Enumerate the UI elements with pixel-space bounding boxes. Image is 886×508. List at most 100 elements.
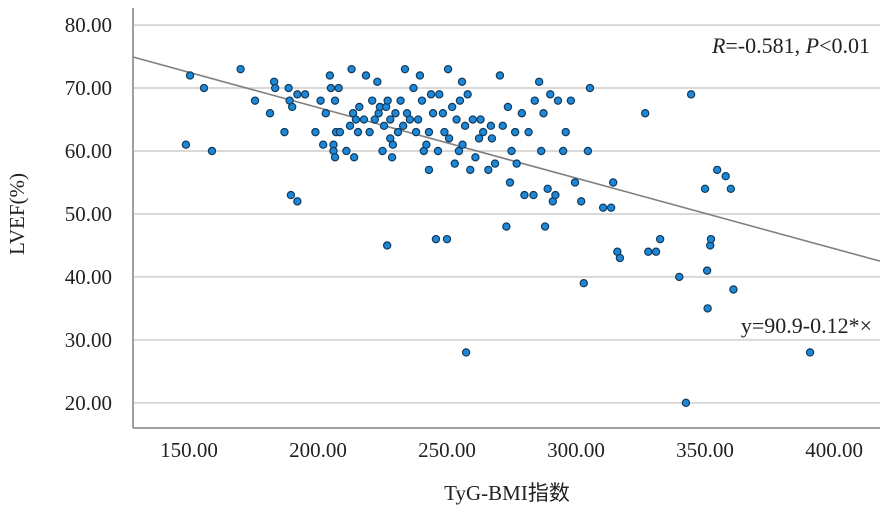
data-point [367,96,377,105]
data-point [655,234,665,244]
data-point [471,153,480,162]
data-point [379,121,389,131]
data-point [579,279,588,288]
data-point [566,96,576,105]
data-point [447,102,457,112]
data-point [199,83,209,93]
data-point [383,96,392,105]
stats-r-label: R [711,33,726,58]
data-point [461,348,471,357]
data-point [460,121,470,131]
data-point [435,90,444,99]
data-point [570,178,580,187]
data-point [450,159,459,168]
data-point [540,222,550,231]
data-point [293,90,302,99]
data-point [382,241,392,250]
data-point [400,64,410,74]
data-point [335,127,345,137]
data-point [457,77,467,86]
data-point [359,115,369,124]
data-point [608,178,618,187]
stats-annotation: R=-0.581, P<0.01 [711,33,870,58]
stats-r-value: =-0.581, [725,33,805,58]
data-point [181,140,191,149]
x-axis-label: TyG-BMI指数 [444,481,570,505]
data-point [326,83,336,93]
regression-line [132,56,881,262]
data-point [478,127,488,137]
data-point [393,127,403,137]
data-point [391,109,400,118]
data-point [487,134,497,143]
data-point [426,90,436,99]
data-point [583,146,593,156]
data-point [413,115,423,124]
data-point [729,285,738,294]
data-point [411,127,421,137]
data-point [484,165,493,175]
data-point [288,102,297,112]
data-point [388,140,398,149]
data-point [686,90,696,99]
data-point [265,109,275,118]
data-point [293,197,302,206]
data-point [458,140,467,149]
data-point [606,203,616,212]
data-point [361,71,371,80]
data-point [537,146,546,156]
data-point [353,127,363,137]
x-tick-label: 350.00 [676,438,734,462]
data-point [530,96,539,105]
data-point [503,102,513,112]
data-point [510,127,520,137]
y-tick-label: 50.00 [65,202,112,226]
y-tick-label: 30.00 [65,328,112,352]
data-point [454,146,464,156]
data-point [805,348,815,357]
data-point [498,121,507,131]
data-point [318,140,328,149]
data-point [539,109,548,118]
data-point [640,109,650,118]
x-tick-label: 250.00 [418,438,476,462]
data-point [347,64,356,74]
x-tick-labels: 150.00 200.00 250.00 300.00 350.00 400.00 [160,438,863,462]
data-point [355,102,364,112]
data-point [342,146,351,156]
data-point [700,184,710,193]
equation-annotation: y=90.9-0.12*× [741,313,872,338]
x-tick-label: 150.00 [160,438,218,462]
data-point [598,203,608,212]
data-point [486,121,496,131]
x-tick-label: 300.00 [547,438,605,462]
data-point [440,127,449,137]
data-point [270,83,280,93]
data-point [534,77,544,86]
data-point [424,165,434,175]
data-point [615,253,625,263]
data-point [543,184,552,193]
data-point [378,146,387,156]
data-point [442,234,452,244]
x-tick-label: 200.00 [289,438,347,462]
data-point [431,234,441,244]
data-point [316,96,325,105]
data-point [585,83,595,93]
data-point [502,222,511,231]
data-point [706,234,716,244]
stats-p-label: P [805,33,819,58]
data-point [236,64,245,74]
y-tick-label: 20.00 [65,391,112,415]
data-point [438,109,448,118]
data-point [409,83,418,93]
data-point [433,146,443,156]
data-point [444,134,454,143]
data-point [703,304,712,313]
gridlines [133,24,880,404]
data-points [181,64,815,408]
data-point [280,127,289,137]
y-tick-label: 60.00 [65,139,112,163]
data-point [712,165,722,175]
data-point [466,165,475,175]
